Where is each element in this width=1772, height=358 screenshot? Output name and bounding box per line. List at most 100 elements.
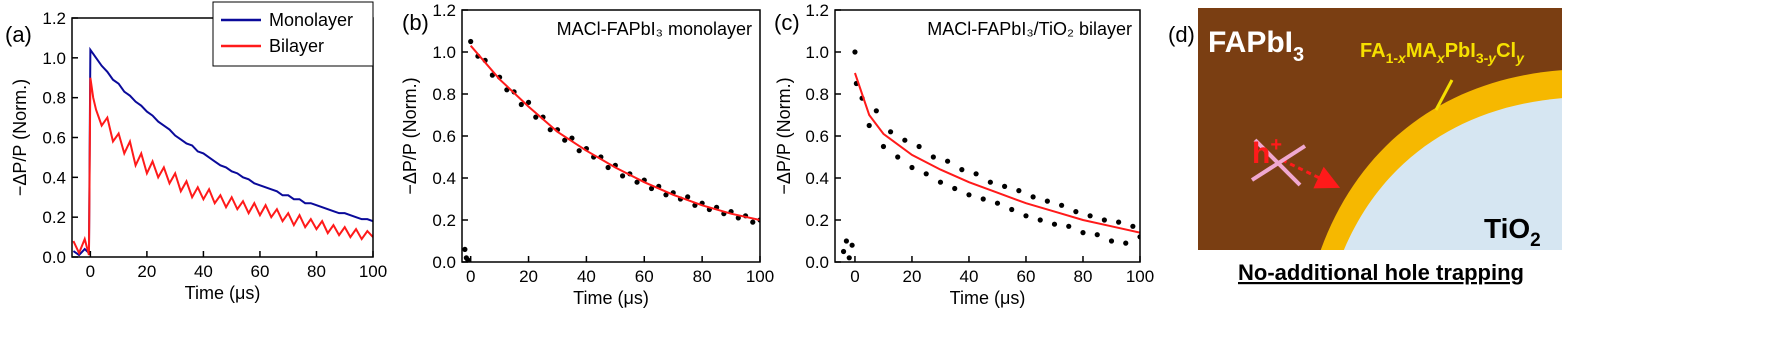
- plot-area: [462, 38, 760, 262]
- substrate-label: TiO2: [1484, 213, 1541, 251]
- y-tick-label: 0.0: [432, 253, 456, 272]
- data-point: [909, 164, 915, 171]
- data-point: [576, 148, 582, 154]
- plot-area: [840, 49, 1140, 261]
- text-part: 2: [1530, 230, 1541, 251]
- y-tick-label: 1.0: [42, 49, 66, 68]
- data-line: [72, 77, 373, 256]
- data-point: [880, 143, 887, 150]
- data-point: [895, 154, 901, 160]
- x-tick-label: 80: [307, 262, 326, 281]
- x-axis-title: Time (μs): [185, 283, 261, 303]
- y-tick-label: 0.8: [42, 89, 66, 108]
- y-tick-label: 0.2: [805, 211, 829, 230]
- data-point: [840, 248, 847, 255]
- y-tick-label: 1.2: [42, 9, 66, 28]
- annotation: MACl-FAPbI₃ monolayer: [557, 19, 752, 39]
- data-point: [619, 173, 626, 179]
- data-point: [1130, 223, 1136, 229]
- x-tick-label: 100: [746, 267, 774, 286]
- x-tick-label: 60: [635, 267, 654, 286]
- data-point: [525, 99, 532, 105]
- hole-arrow: [1281, 158, 1341, 189]
- text-part: x: [1436, 50, 1446, 66]
- data-point: [1066, 223, 1072, 229]
- data-point: [930, 154, 936, 160]
- caption: No-additional hole trapping: [1238, 260, 1524, 285]
- data-point: [750, 219, 756, 225]
- data-point: [923, 171, 929, 177]
- panel-label: (d): [1168, 22, 1195, 47]
- text-part: FAPbI: [1208, 26, 1293, 59]
- x-tick-label: 0: [850, 267, 859, 286]
- x-tick-label: 20: [903, 267, 922, 286]
- data-point: [959, 167, 965, 173]
- top-layer-label: FAPbI3: [1208, 26, 1304, 66]
- data-point: [1059, 202, 1065, 208]
- text-part: FA: [1360, 40, 1386, 62]
- data-point: [952, 185, 958, 192]
- pointer-line: [1434, 79, 1454, 111]
- data-point: [887, 129, 894, 135]
- data-point: [980, 196, 986, 202]
- y-tick-label: 0.4: [432, 169, 456, 188]
- panel-label: (a): [5, 22, 32, 47]
- y-tick-label: 1.0: [805, 43, 829, 62]
- y-tick-label: 0.6: [42, 129, 66, 148]
- data-point: [648, 185, 655, 192]
- data-point: [462, 246, 468, 252]
- data-point: [846, 255, 852, 261]
- data-point: [685, 194, 691, 200]
- data-point: [1116, 219, 1122, 225]
- data-point: [1044, 198, 1050, 204]
- axes-frame: [461, 9, 761, 263]
- diagram-panel: (d) FAPbI3 FA1-xMAxPbI3-yCly h+ TiO2 No-…: [1168, 8, 1562, 285]
- plot-area: [72, 46, 373, 257]
- data-point: [973, 171, 979, 177]
- data-point: [937, 179, 944, 185]
- text-part: TiO: [1484, 213, 1530, 244]
- text-part: PbI: [1445, 40, 1476, 62]
- x-axis-title: Time (μs): [950, 288, 1026, 308]
- x-tick-label: 0: [466, 267, 475, 286]
- text-part: 3: [1293, 44, 1304, 66]
- text-part: 3-: [1476, 50, 1489, 66]
- data-point: [1051, 221, 1058, 227]
- tio2-region: [1343, 98, 1562, 250]
- data-point: [735, 215, 741, 221]
- data-point: [1101, 217, 1107, 223]
- data-point: [547, 127, 553, 133]
- data-point: [1087, 213, 1093, 219]
- x-tick-label: 0: [86, 262, 95, 281]
- x-tick-label: 80: [693, 267, 712, 286]
- y-tick-label: 0.0: [42, 248, 66, 267]
- y-tick-label: 0.8: [432, 85, 456, 104]
- x-tick-label: 20: [519, 267, 538, 286]
- data-point: [1016, 188, 1022, 194]
- data-point: [1030, 194, 1036, 200]
- y-tick-label: 0.6: [432, 127, 456, 146]
- text-part: 1-: [1386, 50, 1399, 66]
- data-point: [866, 122, 872, 129]
- y-tick-label: 1.0: [432, 43, 456, 62]
- text-part: x: [1397, 50, 1407, 66]
- text-part: h: [1252, 137, 1270, 170]
- data-point: [987, 179, 993, 185]
- text-part: y: [1487, 50, 1497, 66]
- x-tick-label: 100: [1126, 267, 1154, 286]
- data-point: [916, 143, 922, 150]
- y-tick-label: 0.6: [805, 127, 829, 146]
- x-tick-label: 100: [359, 262, 387, 281]
- legend-label: Monolayer: [269, 10, 353, 30]
- annotation: MACl-FAPbI₃/TiO₂ bilayer: [927, 19, 1132, 39]
- x-tick-label: 60: [250, 262, 269, 281]
- data-point: [902, 137, 908, 143]
- data-point: [1073, 209, 1079, 215]
- y-tick-label: 1.2: [432, 1, 456, 20]
- y-tick-label: 1.2: [805, 1, 829, 20]
- data-point: [1108, 238, 1115, 244]
- text-part: y: [1515, 50, 1525, 66]
- data-point: [1080, 230, 1086, 236]
- data-point: [849, 242, 855, 248]
- data-point: [468, 38, 474, 45]
